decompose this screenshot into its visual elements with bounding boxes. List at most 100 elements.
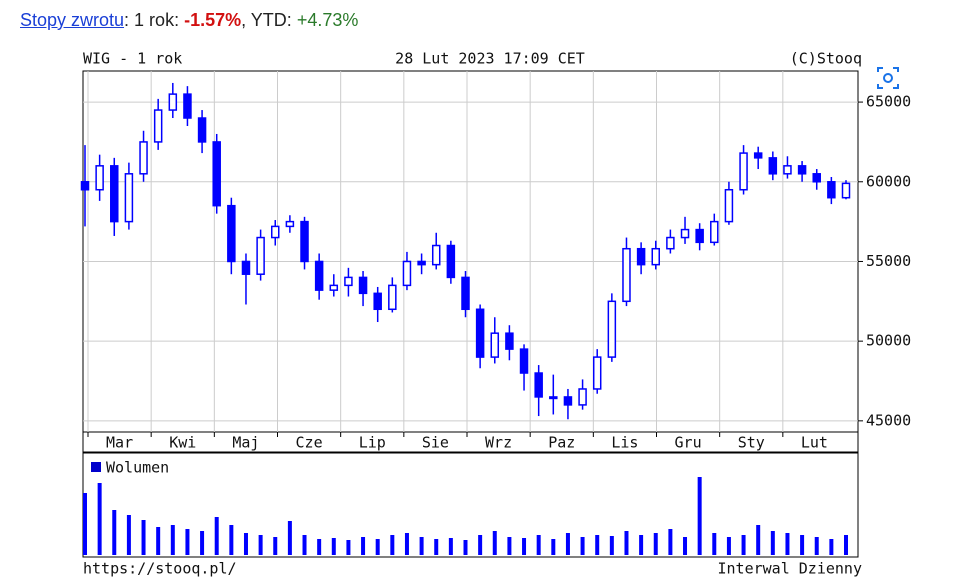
candle-body [651, 247, 660, 266]
y-tick-label: 45000 [866, 411, 911, 429]
volume-bar [83, 493, 87, 555]
volume-bar [112, 510, 117, 555]
y-tick-label: 65000 [866, 93, 911, 111]
volume-bar [785, 533, 790, 555]
volume-bar [624, 531, 629, 555]
candle-body [592, 356, 602, 390]
volume-legend-swatch [91, 462, 101, 472]
return-ytd: +4.73% [296, 10, 359, 30]
candle-body [578, 388, 587, 406]
volume-bar [683, 537, 688, 555]
volume-bar [565, 533, 570, 555]
scan-icon[interactable] [877, 67, 899, 89]
volume-bar [668, 529, 673, 555]
volume-bar [258, 535, 263, 555]
volume-bar [229, 525, 234, 555]
volume-bar [536, 535, 541, 555]
candle-body [197, 117, 207, 143]
volume-bar [419, 537, 424, 555]
footer-right: Interwal Dzienny [718, 560, 863, 578]
candle-body [153, 109, 163, 143]
volume-bar [390, 535, 395, 555]
returns-link[interactable]: Stopy zwrotu [20, 10, 125, 30]
candle-body [110, 165, 119, 223]
volume-bar [156, 527, 161, 555]
candle-body [812, 173, 821, 183]
volume-bar [639, 535, 644, 555]
candle-body [373, 292, 382, 311]
header-center: 28 Lut 2023 17:09 CET [395, 50, 585, 68]
volume-bar [200, 531, 205, 555]
candle-body [549, 396, 558, 400]
candle-body [768, 157, 778, 175]
candle-body [80, 181, 90, 191]
candle-body [622, 247, 631, 303]
x-tick-label: Maj [232, 434, 259, 452]
volume-bar [756, 525, 761, 555]
volume-bar [507, 537, 512, 555]
candle-body [124, 173, 134, 223]
volume-bar [434, 539, 439, 555]
candle-body [461, 276, 470, 311]
volume-bar [844, 535, 848, 555]
candle-body [505, 332, 514, 350]
volume-legend: Wolumen [106, 459, 169, 477]
volume-bar [273, 537, 278, 555]
candle-body [139, 141, 148, 175]
volume-bar [361, 537, 366, 555]
volume-bar [302, 535, 307, 555]
candle-body [329, 284, 339, 291]
returns-bar: Stopy zwrotu: 1 rok: -1.57%, YTD: +4.73% [20, 10, 358, 31]
volume-bar [522, 538, 527, 555]
x-tick-label: Gru [675, 434, 702, 452]
candle-body [95, 165, 104, 191]
candle-body [212, 141, 221, 207]
period-label: : 1 rok: [124, 10, 185, 30]
volume-bar [726, 537, 731, 555]
x-tick-label: Lip [359, 434, 386, 452]
candle-body [183, 93, 192, 119]
candle-body [783, 165, 792, 175]
candle-body [227, 204, 236, 263]
volume-bar [331, 538, 336, 555]
header-right: (C)Stooq [790, 50, 862, 68]
candle-body [607, 300, 617, 358]
month-band [82, 431, 859, 453]
candle-body [534, 372, 543, 398]
x-tick-label: Sie [422, 434, 449, 452]
volume-bar [141, 520, 146, 555]
volume-bar [712, 533, 717, 555]
return-1y: -1.57% [184, 10, 242, 30]
candle-body [314, 260, 324, 291]
candle-body [417, 260, 426, 266]
volume-bar [404, 533, 409, 555]
candle-body [680, 228, 690, 239]
volume-bar [214, 517, 219, 555]
x-tick-label: Paz [548, 434, 575, 452]
candle-body [388, 284, 397, 311]
candle-body [475, 308, 485, 358]
volume-bar [492, 531, 497, 555]
volume-bar [741, 535, 746, 555]
volume-bar [463, 540, 468, 555]
candle-body [827, 181, 836, 199]
candle-body [519, 348, 529, 374]
volume-bar [243, 533, 248, 555]
candle-body [739, 152, 748, 191]
candle-body [724, 188, 734, 223]
volume-bar [580, 537, 585, 555]
volume-bar [770, 531, 775, 555]
candle-body [797, 165, 807, 175]
x-tick-label: Lis [611, 434, 638, 452]
candle-body [256, 236, 265, 275]
volume-bar [814, 537, 819, 555]
candle-body [241, 260, 251, 275]
y-tick-label: 60000 [866, 172, 911, 190]
candle-body [358, 276, 368, 295]
volume-bar [287, 521, 292, 555]
x-tick-label: Mar [106, 434, 133, 452]
candle-body [285, 220, 295, 228]
candle-body [446, 244, 456, 279]
